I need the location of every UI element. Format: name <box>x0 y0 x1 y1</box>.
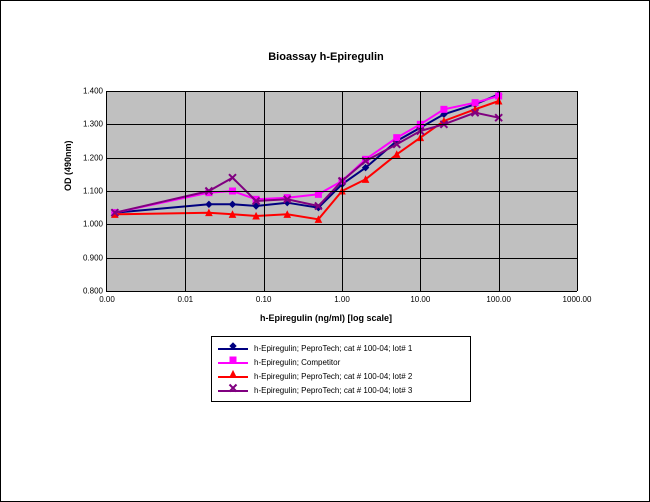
x-tick-label: 10.00 <box>410 295 430 304</box>
series-line <box>115 101 499 219</box>
legend-item: h-Epiregulin; Competitor <box>218 355 464 369</box>
y-tick-label: 0.900 <box>83 253 103 262</box>
x-axis-label: h-Epiregulin (ng/ml) [log scale] <box>41 313 611 323</box>
y-tick-label: 1.400 <box>83 87 103 96</box>
x-tick-label: 0.00 <box>99 295 115 304</box>
gridline-v <box>264 91 265 291</box>
gridline-v <box>577 91 578 291</box>
gridline-h <box>107 291 577 292</box>
chart-frame: Bioassay h-Epiregulin OD (490nm) 0.8000.… <box>41 31 611 451</box>
y-tick-label: 1.100 <box>83 187 103 196</box>
gridline-v <box>420 91 421 291</box>
legend-label: h-Epiregulin; PeproTech; cat # 100-04; l… <box>254 344 412 353</box>
legend-item: h-Epiregulin; PeproTech; cat # 100-04; l… <box>218 369 464 383</box>
y-tick-label: 1.300 <box>83 120 103 129</box>
x-tick-label: 0.10 <box>256 295 272 304</box>
legend-label: h-Epiregulin; PeproTech; cat # 100-04; l… <box>254 372 412 381</box>
x-tick-label: 1.00 <box>334 295 350 304</box>
legend-swatch <box>218 383 248 397</box>
legend-item: h-Epiregulin; PeproTech; cat # 100-04; l… <box>218 341 464 355</box>
page-root: Bioassay h-Epiregulin OD (490nm) 0.8000.… <box>0 0 650 502</box>
x-icon <box>227 381 239 399</box>
y-tick-label: 1.000 <box>83 220 103 229</box>
x-tick-label: 100.00 <box>486 295 510 304</box>
legend-label: h-Epiregulin; Competitor <box>254 358 340 367</box>
gridline-v <box>185 91 186 291</box>
x-tick-label: 0.01 <box>178 295 194 304</box>
y-axis-label: OD (490nm) <box>63 140 73 191</box>
y-tick-label: 1.200 <box>83 153 103 162</box>
gridline-v <box>342 91 343 291</box>
legend-item: h-Epiregulin; PeproTech; cat # 100-04; l… <box>218 383 464 397</box>
plot-area: 0.8000.9001.0001.1001.2001.3001.4000.000… <box>106 91 577 292</box>
legend-box: h-Epiregulin; PeproTech; cat # 100-04; l… <box>211 336 471 402</box>
gridline-v <box>499 91 500 291</box>
legend-label: h-Epiregulin; PeproTech; cat # 100-04; l… <box>254 386 412 395</box>
x-tick-label: 1000.00 <box>563 295 592 304</box>
chart-title: Bioassay h-Epiregulin <box>41 51 611 63</box>
